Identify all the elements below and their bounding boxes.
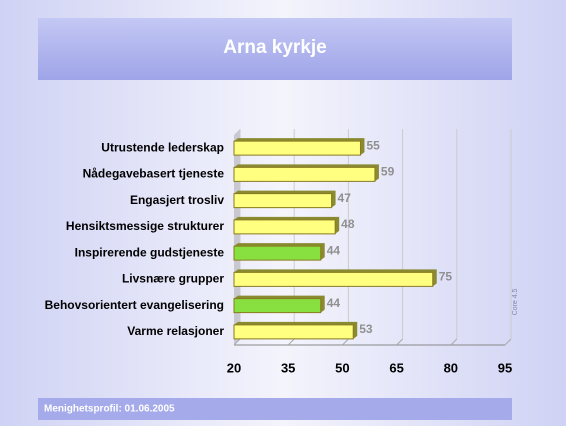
value-label: 44	[327, 296, 341, 310]
value-label: 75	[439, 270, 453, 284]
x-tick-label: 95	[498, 360, 512, 375]
value-label: 55	[366, 138, 380, 152]
value-label: 59	[381, 165, 395, 179]
axis-wall	[234, 129, 240, 345]
chart-title: Arna kyrkje	[223, 37, 327, 58]
grid-line	[233, 338, 241, 346]
footer-bar	[38, 398, 512, 420]
y-tick-label: Behovsorientert evangelisering	[45, 298, 224, 312]
value-label: 47	[338, 191, 352, 205]
bar	[233, 193, 333, 209]
y-tick-label: Engasjert trosliv	[130, 193, 224, 207]
y-tick-label: Livsnære grupper	[122, 272, 224, 286]
bar	[233, 245, 322, 261]
grid-line	[504, 338, 512, 346]
note: Core 4.5	[512, 288, 519, 315]
bar	[233, 219, 336, 235]
value-label: 53	[359, 322, 373, 336]
x-tick-label: 50	[335, 360, 349, 375]
y-tick-label: Nådegavebasert tjeneste	[83, 167, 225, 181]
x-tick-label: 20	[227, 360, 241, 375]
value-label: 44	[327, 243, 341, 257]
y-tick-label: Hensiktsmessige strukturer	[66, 219, 224, 233]
y-tick-label: Utrustende lederskap	[101, 140, 224, 154]
grid-line	[396, 338, 403, 346]
y-tick-label: Varme relasjoner	[127, 324, 224, 338]
grid-line	[287, 338, 295, 346]
footer: Menighetsprofil: 01.06.2005	[44, 404, 175, 415]
bar	[233, 166, 376, 182]
bar	[233, 271, 434, 287]
x-tick-label: 65	[389, 360, 403, 375]
grid-line	[450, 338, 458, 346]
grid-line	[342, 338, 349, 346]
value-label: 48	[341, 217, 355, 231]
bar	[233, 140, 361, 156]
x-tick-label: 80	[444, 360, 458, 375]
y-tick-label: Inspirerende gudstjeneste	[75, 245, 225, 259]
bar	[233, 298, 322, 314]
title-banner	[38, 18, 512, 80]
bar	[233, 324, 354, 340]
x-tick-label: 35	[281, 360, 295, 375]
